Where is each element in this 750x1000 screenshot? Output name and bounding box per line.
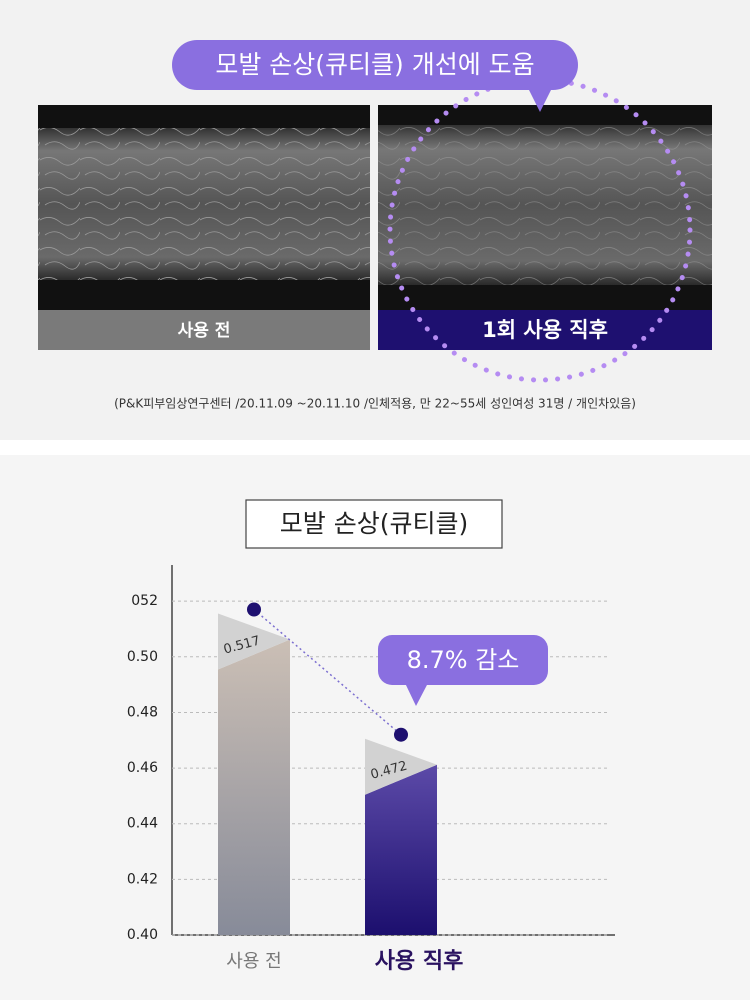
y-tick-label: 052	[131, 593, 158, 609]
title-box	[245, 499, 503, 549]
banner	[172, 40, 578, 112]
y-tick-label: 0.44	[127, 816, 158, 832]
y-tick-label: 0.46	[127, 760, 158, 776]
after-label: 1회 사용 직후	[482, 318, 608, 342]
x-tick-label: 사용 전	[226, 951, 281, 972]
annotation: 8.7% 감소	[407, 646, 520, 674]
bar	[218, 639, 290, 935]
annotation-tail	[405, 683, 428, 706]
y-tick-label: 0.42	[127, 871, 158, 887]
y-tick-label: 0.48	[127, 704, 158, 720]
y-tick-label: 0.40	[127, 927, 158, 943]
highlight-circle	[387, 77, 693, 383]
chart-title: 모발 손상(큐티클)	[280, 509, 468, 538]
before-photo	[38, 105, 370, 350]
trend-line	[253, 608, 402, 736]
annotation-bubble	[378, 635, 548, 685]
before-label: 사용 전	[178, 321, 231, 341]
bar-cap	[218, 613, 290, 670]
footnote: (P&K피부임상연구센터 /20.11.09 ~20.11.10 /인체적용, …	[114, 397, 636, 411]
bar	[365, 764, 437, 935]
after-photo	[378, 105, 712, 350]
value-dot	[394, 727, 408, 742]
x-tick-label: 사용 직후	[375, 949, 464, 974]
value-dot	[247, 602, 261, 617]
bar-cap	[365, 738, 437, 795]
y-tick-label: 0.50	[127, 649, 158, 665]
banner-text: 모발 손상(큐티클) 개선에 도움	[215, 50, 534, 79]
